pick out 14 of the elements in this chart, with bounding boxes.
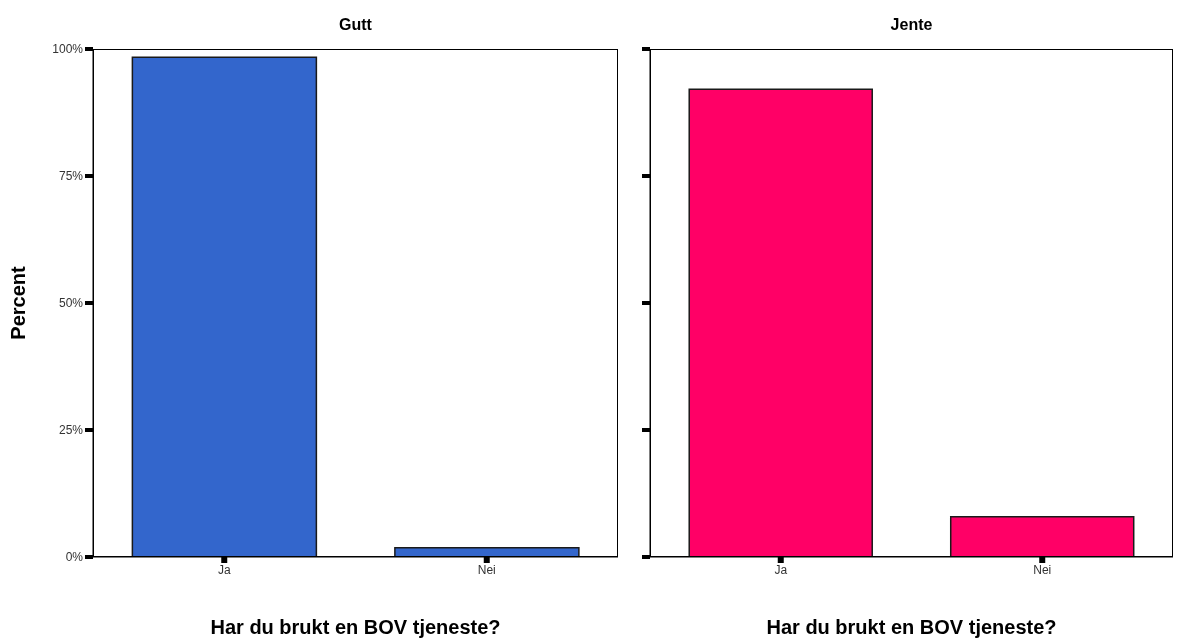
x-tick-label: Nei bbox=[477, 562, 496, 577]
chart-title: Jente bbox=[889, 16, 934, 34]
x-tick-label: Ja bbox=[217, 562, 231, 577]
x-tick-label: Nei bbox=[1033, 562, 1052, 577]
y-tick-label: 0% bbox=[65, 550, 84, 565]
y-axis-title: Percent bbox=[7, 265, 30, 340]
y-tick-label: 75% bbox=[58, 169, 84, 184]
y-tick-label: 25% bbox=[58, 423, 84, 438]
x-tick-label: Ja bbox=[774, 562, 788, 577]
x-axis-title: Har du brukt en BOV tjeneste? bbox=[210, 616, 501, 638]
y-tick-label: 50% bbox=[58, 296, 84, 311]
x-axis-title: Har du brukt en BOV tjeneste? bbox=[766, 616, 1057, 638]
chart-title: Gutt bbox=[338, 16, 373, 34]
y-tick-label: 100% bbox=[52, 42, 84, 57]
